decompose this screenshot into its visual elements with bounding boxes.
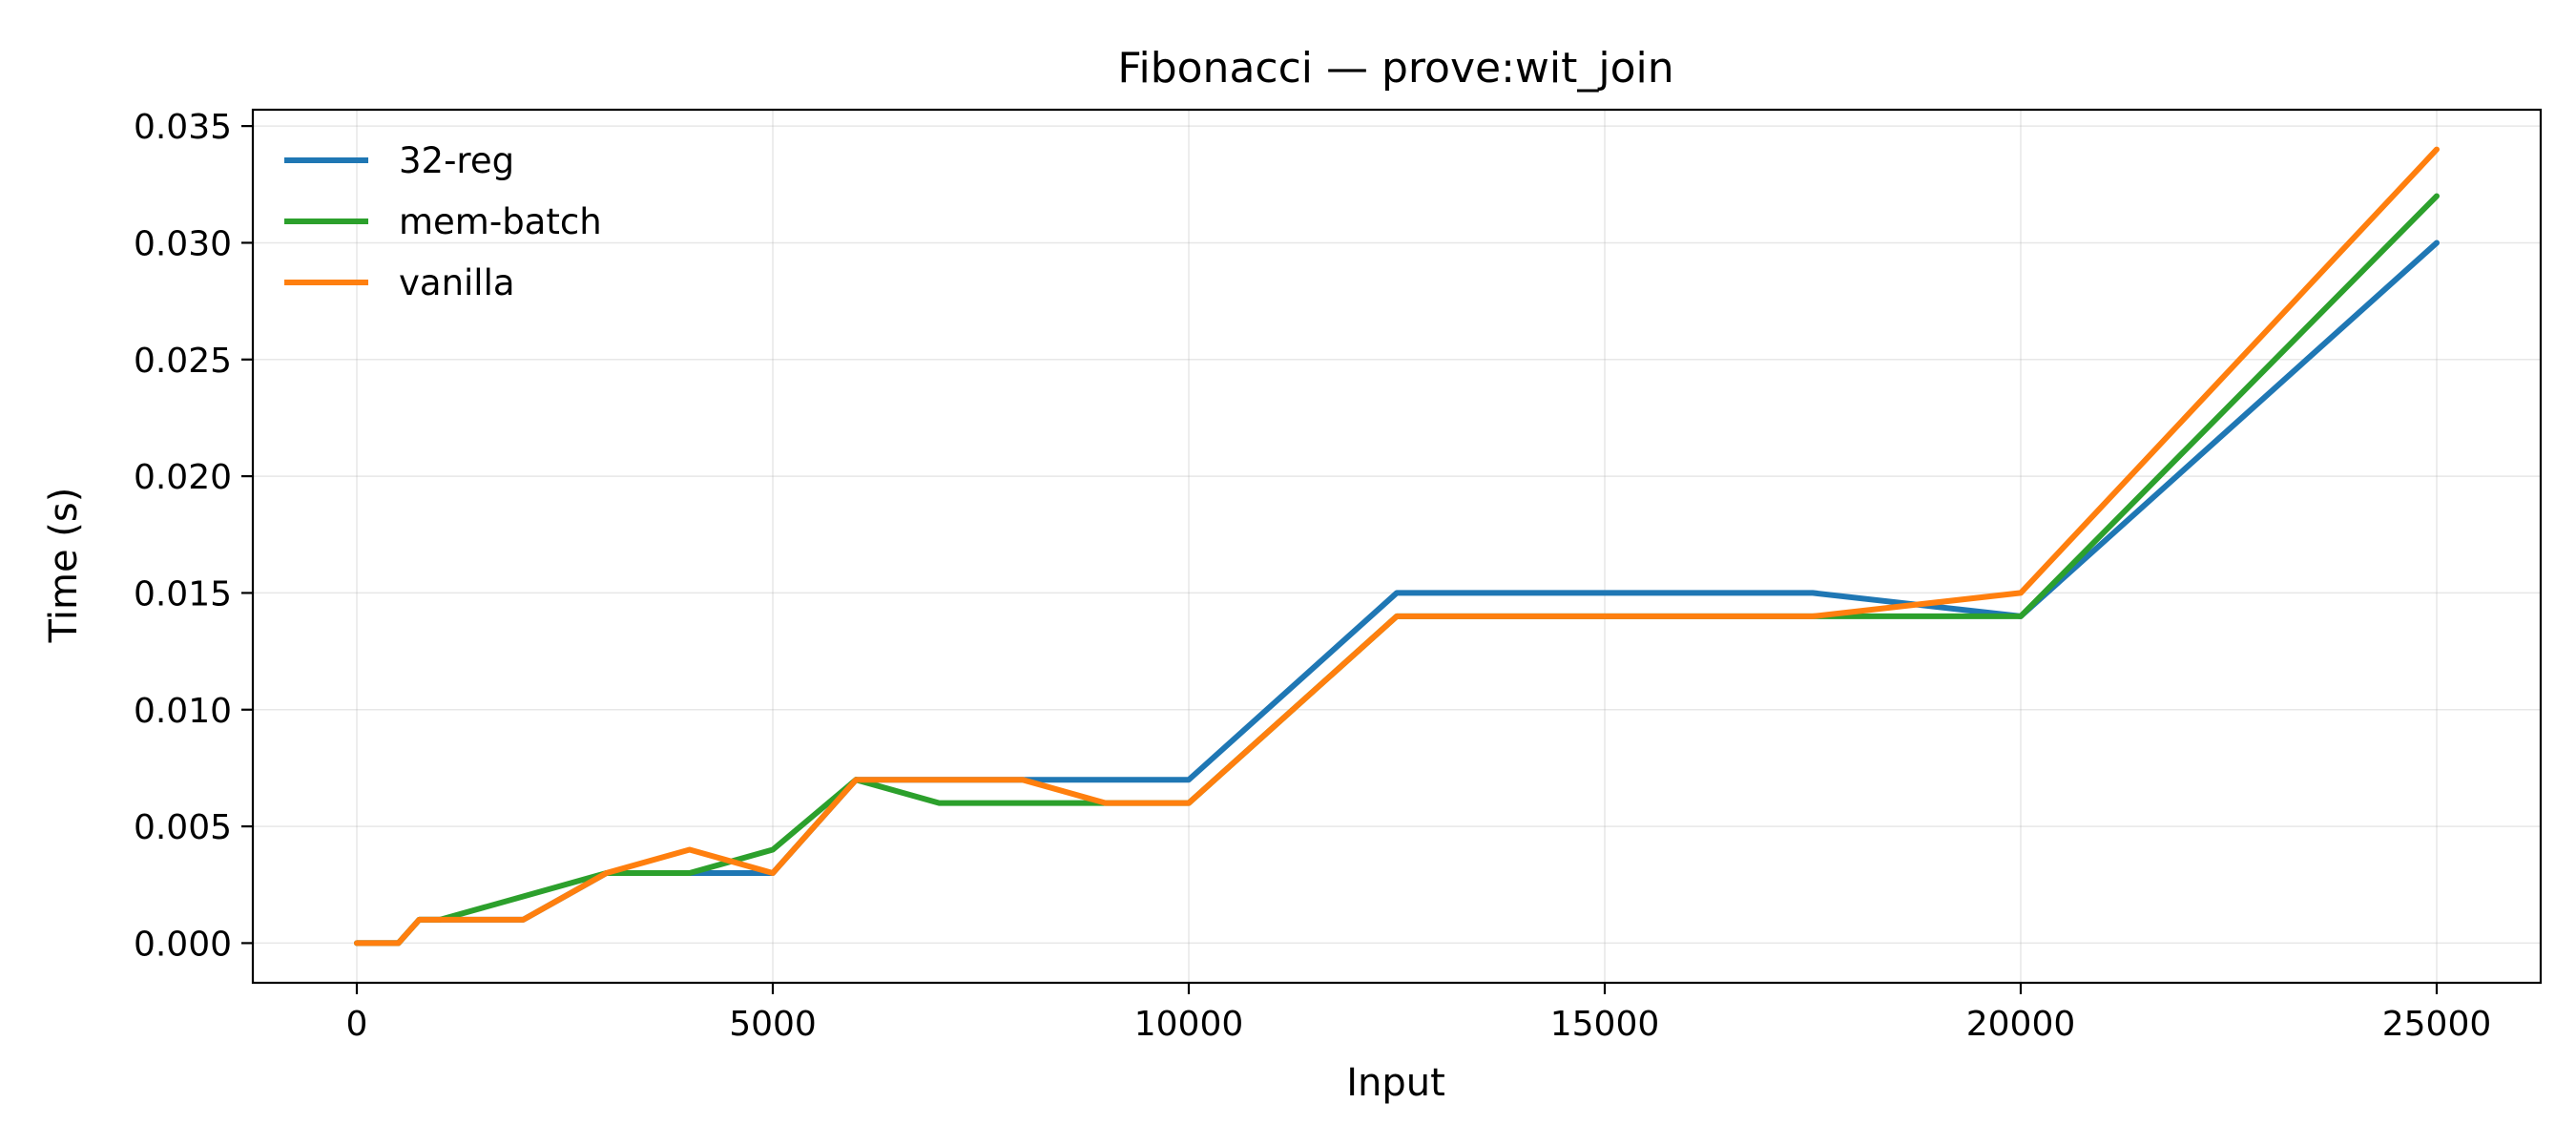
x-tick-label: 25000	[2382, 1005, 2492, 1044]
y-axis: 0.000 0.005 0.010 0.015 0.020 0.025 0.030 0.035	[134, 108, 253, 964]
y-tick-label: 0.025	[134, 342, 232, 381]
x-tick-label: 5000	[729, 1005, 817, 1044]
x-tick-label: 0	[346, 1005, 368, 1044]
y-tick-label: 0.030	[134, 224, 232, 263]
x-tick-label: 15000	[1550, 1005, 1660, 1044]
grid	[253, 110, 2541, 983]
legend-label-mem-batch: mem-batch	[399, 201, 602, 242]
series-line-vanilla	[354, 146, 2440, 947]
chart-title: Fibonacci — prove:wit_join	[1117, 44, 1673, 93]
series-line-mem-batch	[354, 193, 2440, 947]
legend-label-32-reg: 32-reg	[399, 140, 514, 181]
y-tick-label: 0.010	[134, 692, 232, 731]
y-axis-label: Time (s)	[42, 488, 86, 644]
x-axis: 0 5000 10000 15000 20000 25000	[346, 983, 2492, 1044]
legend: 32-reg mem-batch vanilla	[284, 140, 602, 303]
x-axis-label: Input	[1346, 1061, 1445, 1105]
plot-frame	[251, 108, 2543, 985]
y-tick-label: 0.020	[134, 458, 232, 497]
x-tick-label: 20000	[1966, 1005, 2076, 1044]
series-lines	[354, 146, 2440, 947]
y-tick-label: 0.005	[134, 808, 232, 847]
y-tick-label: 0.015	[134, 574, 232, 614]
y-tick-label: 0.000	[134, 925, 232, 964]
y-tick-label: 0.035	[134, 108, 232, 147]
legend-label-vanilla: vanilla	[399, 262, 515, 303]
x-tick-label: 10000	[1134, 1005, 1244, 1044]
